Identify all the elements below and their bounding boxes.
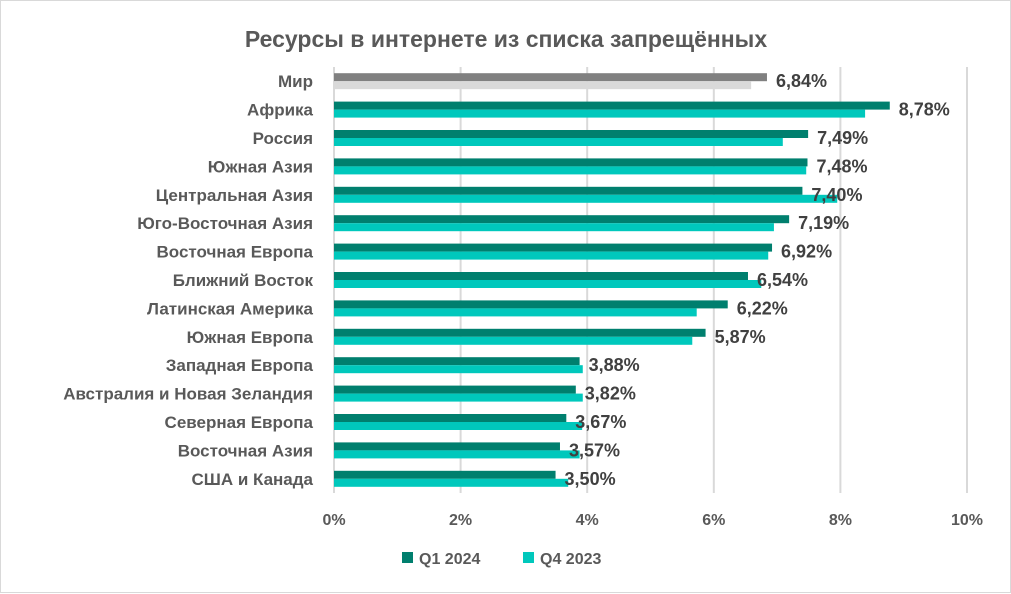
x-tick-label: 0% (322, 512, 345, 529)
bar-q1-2024 (334, 357, 580, 366)
bar-q4-2023 (334, 280, 762, 288)
bar-q1-2024 (334, 470, 556, 479)
bar-q4-2023 (334, 450, 580, 459)
category-label: Центральная Азия (156, 186, 313, 205)
bar-q4-2023 (334, 365, 583, 374)
bar-q4-2023 (334, 308, 697, 317)
x-tick-label: 6% (702, 512, 725, 529)
data-label: 8,78% (899, 100, 950, 120)
bar-q1-2024 (334, 414, 567, 422)
bar-q4-2023 (334, 336, 693, 345)
data-label: 7,49% (817, 128, 868, 148)
legend-label-q1-2024: Q1 2024 (419, 551, 480, 568)
category-label: Восточная Азия (178, 441, 313, 460)
bar-q4-2023 (334, 109, 866, 118)
bar-q1-2024 (334, 300, 728, 309)
category-label: Мир (278, 72, 313, 91)
bar-q4-2023 (334, 422, 583, 430)
bar-q1-2024 (334, 328, 706, 337)
category-label: Россия (253, 129, 313, 148)
bar-q4-2023 (334, 478, 569, 487)
data-label: 3,88% (589, 355, 640, 375)
data-label: 7,40% (811, 185, 862, 205)
x-tick-label: 4% (576, 512, 599, 529)
legend-swatch-q4-2023 (523, 552, 534, 563)
data-label: 3,57% (569, 440, 620, 460)
data-label: 6,54% (757, 270, 808, 290)
bar-q1-2024 (334, 243, 773, 252)
data-label: 7,48% (816, 156, 867, 176)
category-label: Восточная Европа (157, 243, 314, 262)
bar-q4-2023 (334, 194, 838, 203)
legend-swatch-q1-2024 (402, 552, 413, 563)
bar-q4-2023 (334, 223, 774, 232)
legend-label-q4-2023: Q4 2023 (540, 551, 601, 568)
data-label: 6,92% (781, 242, 832, 262)
data-label: 6,84% (776, 71, 827, 91)
bar-q4-2023 (334, 138, 783, 146)
category-label: Северная Европа (165, 413, 314, 432)
bar-q1-2024 (334, 442, 560, 451)
data-label: 3,50% (565, 469, 616, 489)
bar-q1-2024 (334, 215, 790, 224)
category-label: Австралия и Новая Зеландия (63, 385, 313, 404)
data-label: 3,67% (575, 412, 626, 432)
bar-q1-2024 (334, 130, 809, 138)
bar-q1-2024 (334, 73, 767, 82)
data-label: 3,82% (585, 384, 636, 404)
bar-q1-2024 (334, 186, 803, 195)
bar-q4-2023 (334, 166, 807, 175)
bar-q1-2024 (334, 385, 576, 394)
bar-q4-2023 (334, 81, 752, 90)
bar-q4-2023 (334, 251, 769, 260)
data-label: 6,22% (737, 298, 788, 318)
category-label: Ближний Восток (173, 271, 314, 290)
data-label: 7,19% (798, 213, 849, 233)
bar-q1-2024 (334, 158, 808, 167)
bar-q4-2023 (334, 393, 583, 402)
x-tick-label: 10% (951, 512, 983, 529)
x-tick-label: 8% (829, 512, 852, 529)
bar-q1-2024 (334, 101, 890, 110)
chart-title: Ресурсы в интернете из списка запрещённы… (245, 26, 767, 52)
category-label: Южная Европа (187, 328, 314, 347)
category-label: Юго-Восточная Азия (137, 214, 313, 233)
category-label: США и Канада (191, 470, 313, 489)
category-label: Южная Азия (208, 157, 313, 176)
x-tick-label: 2% (449, 512, 472, 529)
category-label: Африка (247, 101, 313, 120)
category-label: Западная Европа (166, 356, 314, 375)
category-label: Латинская Америка (147, 299, 314, 318)
bar-q1-2024 (334, 272, 748, 280)
data-label: 5,87% (715, 327, 766, 347)
